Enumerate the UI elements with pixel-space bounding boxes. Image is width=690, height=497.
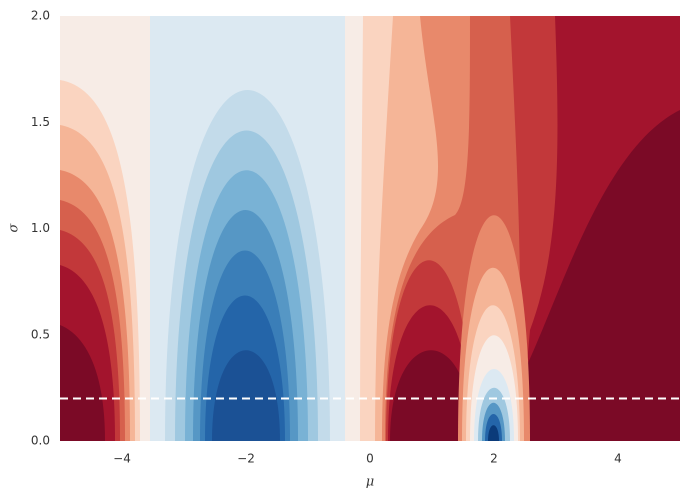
y-tick-label: 0.5 <box>31 327 50 341</box>
x-tick-label: −2 <box>237 452 255 466</box>
y-tick-label: 1.0 <box>31 221 50 235</box>
contour-field <box>60 16 680 441</box>
x-tick-label: −4 <box>113 452 131 466</box>
x-tick-label: 2 <box>490 452 498 466</box>
x-tick-label: 4 <box>614 452 622 466</box>
y-tick-label: 1.5 <box>31 115 50 129</box>
y-tick-label: 0.0 <box>31 434 50 448</box>
x-tick-label: 0 <box>366 452 374 466</box>
y-axis-label: σ <box>7 222 22 232</box>
y-tick-label: 2.0 <box>31 9 50 23</box>
x-axis-label: μ <box>366 475 374 490</box>
